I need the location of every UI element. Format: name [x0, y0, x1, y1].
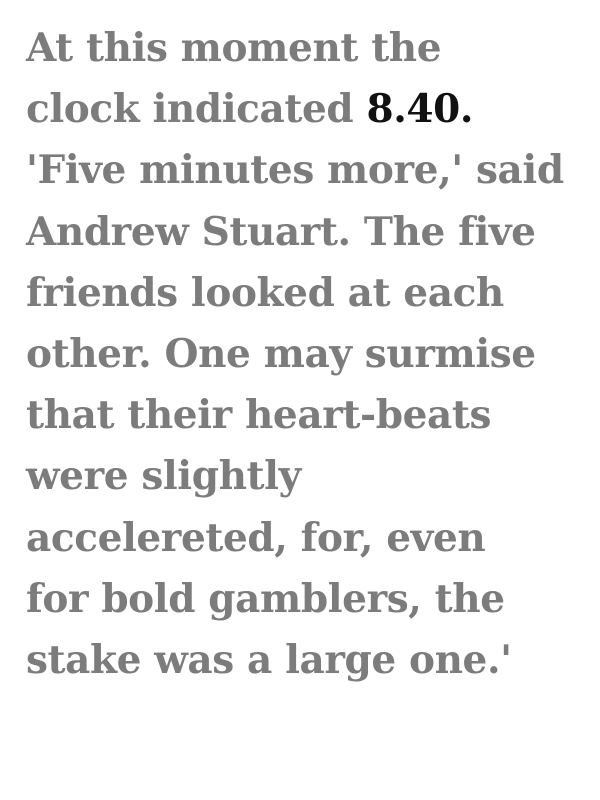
line-text: were slightly — [26, 453, 301, 500]
passage-line: Andrew Stuart. The five — [26, 202, 586, 263]
passage-line: other. One may surmise — [26, 324, 586, 385]
line-text: clock indicated — [26, 86, 367, 133]
highlighted-time: 8.40. — [366, 86, 474, 133]
line-text: other. One may surmise — [26, 331, 536, 378]
passage-line: were slightly — [26, 446, 586, 507]
line-text: At this moment the — [26, 25, 442, 71]
line-text: stake was a large one.' — [26, 637, 512, 684]
passage-line: friends looked at each — [26, 263, 586, 324]
line-text: for bold gamblers, the — [26, 575, 505, 622]
passage-line: 'Five minutes more,' said — [26, 140, 586, 201]
passage-line: stake was a large one.' — [26, 630, 586, 691]
line-text: Andrew Stuart. The five — [26, 208, 536, 255]
passage-line: that their heart-beats — [26, 385, 586, 446]
line-text: friends looked at each — [26, 269, 504, 316]
line-text: that their heart-beats — [26, 392, 492, 439]
passage-line: At this moment the — [26, 18, 586, 79]
passage-line: clock indicated 8.40. — [26, 79, 586, 140]
line-text: accelereted, for, even — [26, 514, 486, 561]
story-passage: At this moment the clock indicated 8.40.… — [26, 18, 586, 691]
passage-line: accelereted, for, even — [26, 508, 586, 569]
passage-line: for bold gamblers, the — [26, 569, 586, 630]
line-text: 'Five minutes more,' said — [26, 147, 564, 194]
